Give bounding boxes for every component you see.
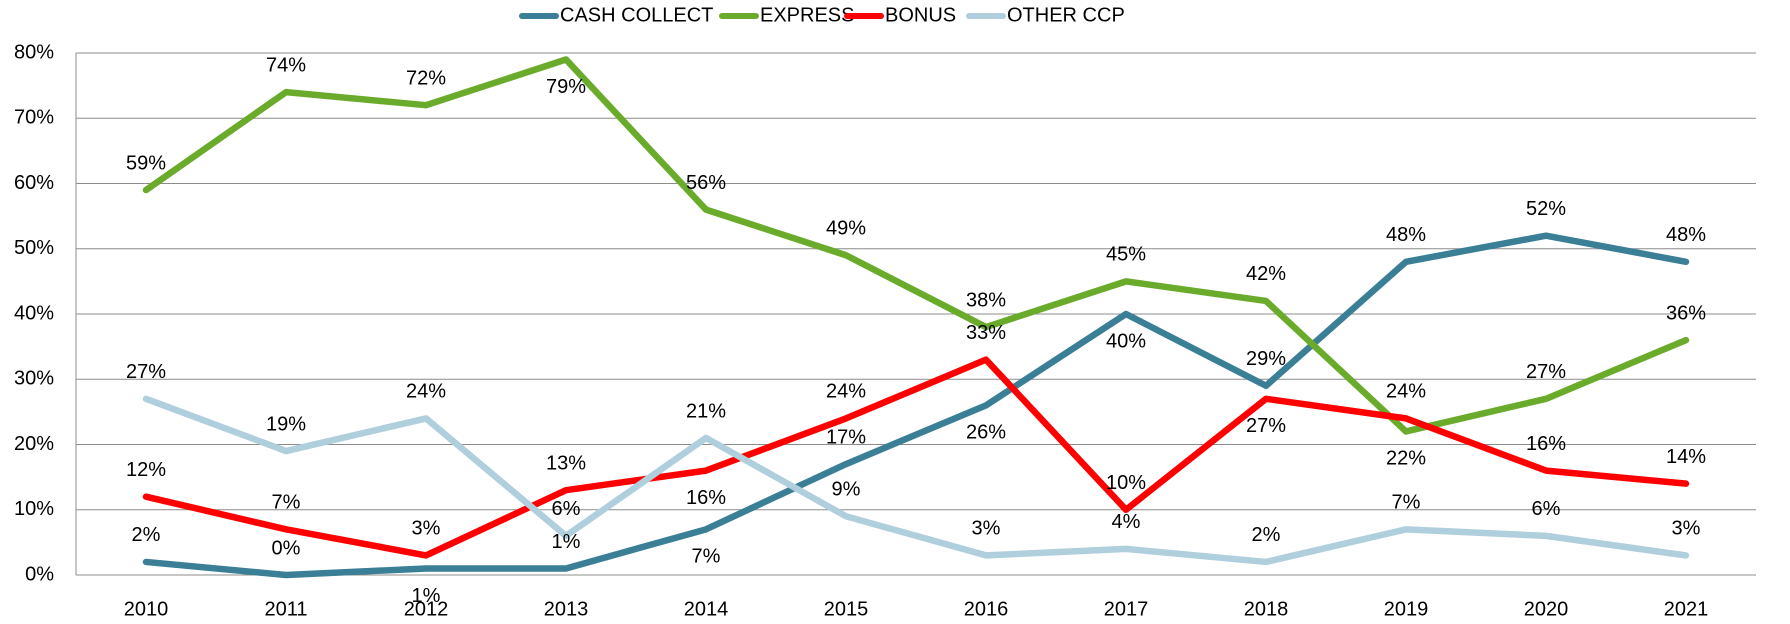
data-label: 24% [1386, 381, 1426, 403]
data-label: 6% [1532, 498, 1561, 520]
data-label: 16% [1526, 433, 1566, 455]
y-tick-label: 60% [14, 172, 54, 194]
x-tick-label: 2013 [544, 598, 589, 620]
legend-label: OTHER CCP [1007, 4, 1125, 26]
data-label: 27% [1526, 361, 1566, 383]
data-label: 72% [406, 67, 446, 89]
data-label: 24% [826, 381, 866, 403]
data-label: 27% [1246, 415, 1286, 437]
data-label: 42% [1246, 263, 1286, 285]
data-label: 48% [1666, 224, 1706, 246]
data-label: 0% [272, 537, 301, 559]
x-tick-label: 2020 [1524, 598, 1569, 620]
series-line [142, 56, 1690, 435]
data-label: 10% [1106, 472, 1146, 494]
x-tick-label: 2010 [124, 598, 169, 620]
data-label: 49% [826, 218, 866, 240]
x-tick-label: 2018 [1244, 598, 1289, 620]
legend-label: CASH COLLECT [560, 4, 713, 26]
data-label: 33% [966, 322, 1006, 344]
y-tick-label: 70% [14, 107, 54, 129]
x-tick-label: 2017 [1104, 598, 1149, 620]
data-label: 79% [546, 76, 586, 98]
data-label: 29% [1246, 348, 1286, 370]
y-tick-label: 20% [14, 433, 54, 455]
x-tick-label: 2019 [1384, 598, 1429, 620]
data-label: 14% [1666, 446, 1706, 468]
data-label: 3% [972, 518, 1001, 540]
x-tick-label: 2021 [1664, 598, 1709, 620]
data-label: 56% [686, 172, 726, 194]
x-tick-label: 2016 [964, 598, 1009, 620]
data-label: 21% [686, 400, 726, 422]
data-label: 6% [552, 498, 581, 520]
data-label: 38% [966, 289, 1006, 311]
series-line [142, 232, 1690, 579]
data-label: 52% [1526, 198, 1566, 220]
data-label: 7% [692, 546, 721, 568]
y-tick-label: 50% [14, 237, 54, 259]
data-label: 24% [406, 381, 446, 403]
data-label: 45% [1106, 244, 1146, 266]
data-label: 1% [552, 531, 581, 553]
y-tick-label: 10% [14, 498, 54, 520]
data-label: 2% [1252, 524, 1281, 546]
data-label: 9% [832, 479, 861, 501]
data-label: 4% [1112, 511, 1141, 533]
data-label: 74% [266, 54, 306, 76]
x-tick-label: 2011 [264, 598, 307, 620]
series-line [142, 356, 1690, 559]
y-tick-label: 80% [14, 41, 54, 63]
data-label: 17% [826, 426, 866, 448]
data-label: 27% [126, 361, 166, 383]
y-tick-label: 40% [14, 302, 54, 324]
data-label: 48% [1386, 224, 1426, 246]
x-tick-label: 2012 [404, 598, 449, 620]
series-line [142, 395, 1690, 566]
data-label: 36% [1666, 302, 1706, 324]
data-label: 19% [266, 413, 306, 435]
data-label: 59% [126, 152, 166, 174]
data-label: 7% [1392, 492, 1421, 514]
y-tick-label: 0% [25, 563, 54, 585]
data-label: 13% [546, 452, 586, 474]
data-label: 16% [686, 487, 726, 509]
data-label: 12% [126, 459, 166, 481]
data-label: 2% [132, 524, 161, 546]
legend-label: BONUS [885, 4, 956, 26]
data-label: 3% [412, 518, 441, 540]
data-label: 7% [272, 492, 301, 514]
x-tick-label: 2015 [824, 598, 869, 620]
y-tick-label: 30% [14, 368, 54, 390]
legend-label: EXPRESS [760, 4, 854, 26]
data-label: 1% [412, 585, 441, 607]
data-label: 26% [966, 422, 1006, 444]
data-label: 22% [1386, 448, 1426, 470]
data-label: 3% [1672, 518, 1701, 540]
data-label: 40% [1106, 330, 1146, 352]
x-tick-label: 2014 [684, 598, 729, 620]
